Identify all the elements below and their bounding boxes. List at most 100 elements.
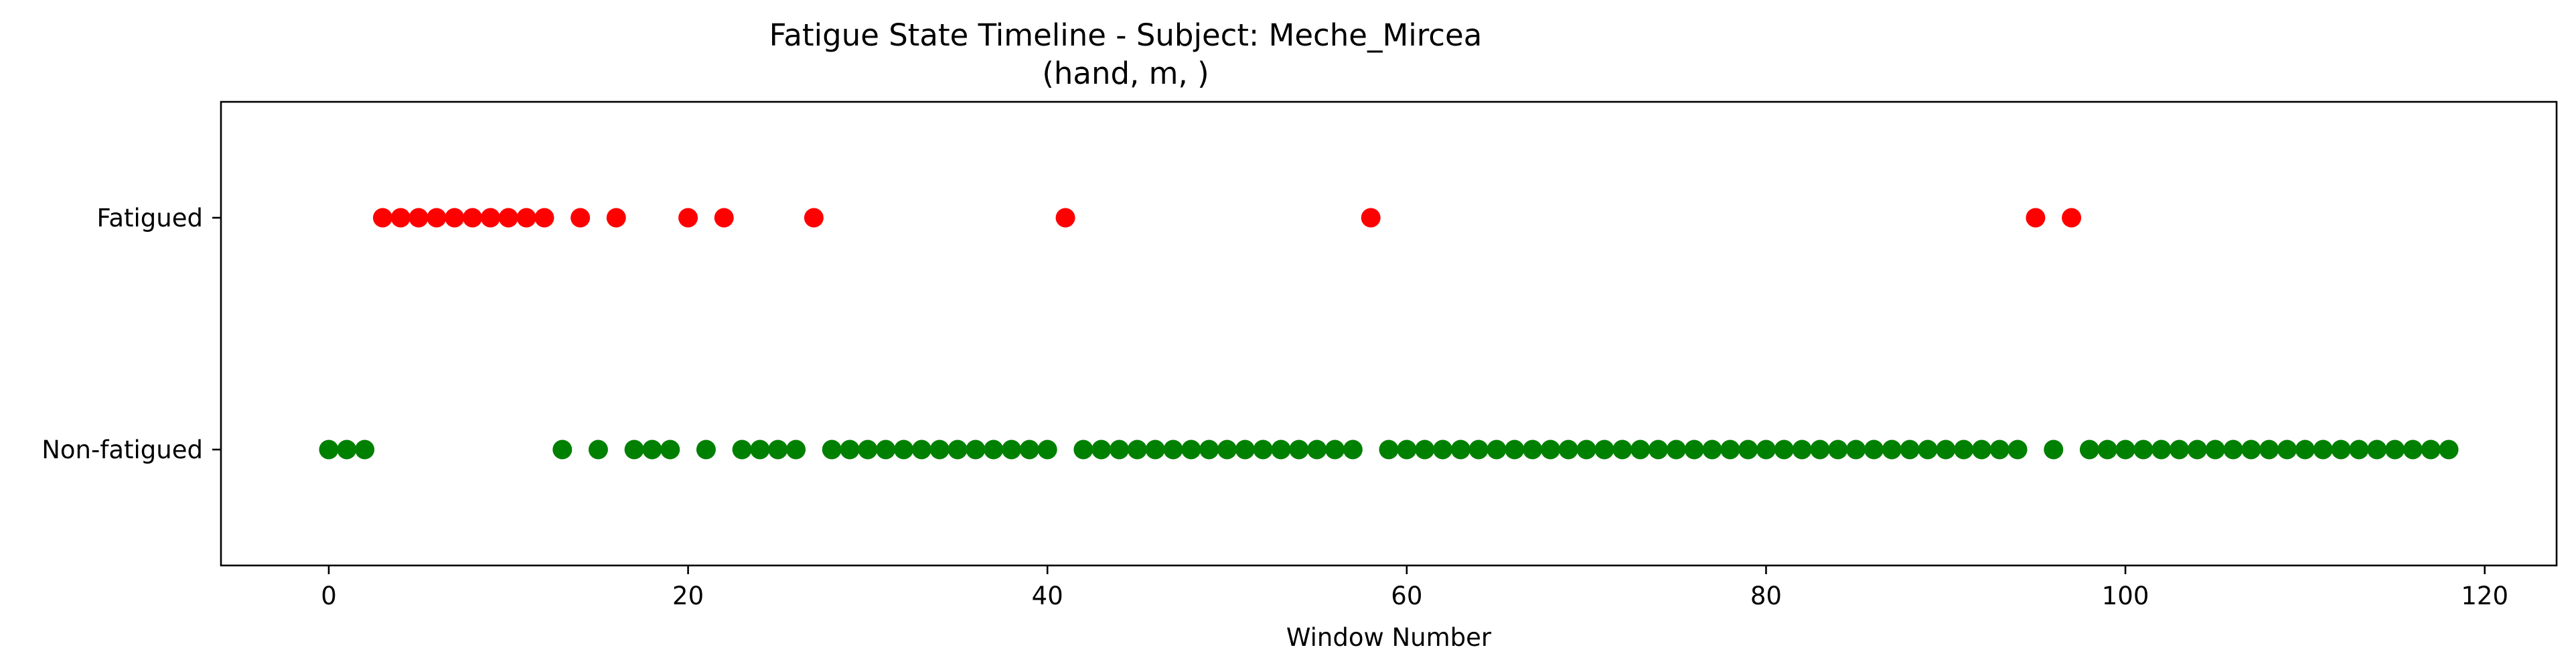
non-fatigued-point	[876, 440, 896, 460]
non-fatigued-point	[1648, 440, 1668, 460]
non-fatigued-point	[1576, 440, 1596, 460]
non-fatigued-point	[1145, 440, 1165, 460]
x-axis-ticks: 0 20 40 60 80 100 120	[321, 565, 2508, 610]
non-fatigued-point	[2385, 440, 2405, 460]
non-fatigued-point	[2044, 440, 2064, 460]
fatigued-point	[372, 208, 392, 228]
non-fatigued-point	[1720, 440, 1740, 460]
non-fatigued-point	[2331, 440, 2351, 460]
fatigued-point	[498, 208, 518, 228]
non-fatigued-point	[624, 440, 644, 460]
fatigued-point	[463, 208, 483, 228]
non-fatigued-point	[1181, 440, 1201, 460]
fatigued-point	[480, 208, 500, 228]
x-tick-label: 20	[672, 582, 704, 610]
non-fatigued-point	[1217, 440, 1237, 460]
fatigued-point	[678, 208, 698, 228]
non-fatigued-point	[1738, 440, 1758, 460]
non-fatigued-point	[929, 440, 950, 460]
non-fatigued-point	[1037, 440, 1057, 460]
non-fatigued-point	[1666, 440, 1686, 460]
non-fatigued-point	[2259, 440, 2279, 460]
non-fatigued-point	[1271, 440, 1291, 460]
non-fatigued-point	[858, 440, 878, 460]
non-fatigued-point	[1540, 440, 1560, 460]
non-fatigued-point	[2349, 440, 2369, 460]
non-fatigued-point	[1828, 440, 1848, 460]
non-fatigued-point	[1468, 440, 1489, 460]
non-fatigued-point	[2277, 440, 2297, 460]
chart-title: Fatigue State Timeline - Subject: Meche_…	[769, 17, 1483, 53]
non-fatigued-point	[1989, 440, 2010, 460]
non-fatigued-point	[1163, 440, 1183, 460]
non-fatigued-point	[2187, 440, 2207, 460]
non-fatigued-point	[319, 440, 339, 460]
non-fatigued-point	[1846, 440, 1866, 460]
non-fatigued-point	[2403, 440, 2423, 460]
non-fatigued-point	[1612, 440, 1633, 460]
non-fatigued-point	[2170, 440, 2190, 460]
non-fatigued-point	[2241, 440, 2261, 460]
non-fatigued-point	[642, 440, 662, 460]
non-fatigued-point	[1397, 440, 1417, 460]
non-fatigued-point	[1110, 440, 1130, 460]
non-fatigued-point	[1019, 440, 1039, 460]
non-fatigued-point	[1091, 440, 1112, 460]
non-fatigued-point	[1702, 440, 1722, 460]
non-fatigued-point	[1523, 440, 1543, 460]
x-tick-label: 80	[1750, 582, 1782, 610]
non-fatigued-point	[822, 440, 842, 460]
x-tick-label: 100	[2102, 582, 2149, 610]
non-fatigued-point	[696, 440, 716, 460]
non-fatigued-point	[1900, 440, 1920, 460]
non-fatigued-point	[2151, 440, 2172, 460]
non-fatigued-point	[1450, 440, 1470, 460]
x-tick-label: 120	[2461, 582, 2508, 610]
fatigued-point	[408, 208, 429, 228]
fatigued-point	[606, 208, 626, 228]
x-tick-label: 60	[1391, 582, 1422, 610]
non-fatigued-point	[732, 440, 752, 460]
non-fatigued-point	[1954, 440, 1974, 460]
non-fatigued-point	[966, 440, 986, 460]
non-fatigued-point	[1864, 440, 1884, 460]
non-fatigued-point	[1594, 440, 1614, 460]
x-tick-label: 0	[321, 582, 337, 610]
non-fatigued-point	[355, 440, 375, 460]
non-fatigued-point	[1936, 440, 1956, 460]
non-fatigued-point	[1289, 440, 1309, 460]
non-fatigued-point	[1325, 440, 1345, 460]
fatigued-point	[1361, 208, 1381, 228]
fatigued-point	[390, 208, 410, 228]
non-fatigued-point	[1971, 440, 1991, 460]
plot-frame	[220, 100, 2558, 567]
fatigued-point	[427, 208, 447, 228]
non-fatigued-point	[2313, 440, 2333, 460]
non-fatigued-point	[2133, 440, 2153, 460]
non-fatigued-point	[1684, 440, 1704, 460]
non-fatigued-point	[660, 440, 680, 460]
non-fatigued-point	[1774, 440, 1794, 460]
fatigued-point	[2062, 208, 2082, 228]
non-fatigued-point	[1253, 440, 1273, 460]
non-fatigued-point	[1343, 440, 1363, 460]
non-fatigued-point	[2439, 440, 2459, 460]
non-fatigued-point	[786, 440, 806, 460]
x-tick-label: 40	[1032, 582, 1063, 610]
non-fatigued-point	[1918, 440, 1938, 460]
non-fatigued-point	[2205, 440, 2225, 460]
fatigued-point	[714, 208, 734, 228]
non-fatigued-point	[588, 440, 608, 460]
chart-subtitle: (hand, m, )	[1042, 56, 1209, 91]
non-fatigued-point	[984, 440, 1004, 460]
y-tick-label: Non-fatigued	[42, 435, 203, 464]
non-fatigued-point	[948, 440, 968, 460]
fatigued-point	[2026, 208, 2046, 228]
non-fatigued-point	[2295, 440, 2315, 460]
non-fatigued-point	[2079, 440, 2099, 460]
non-fatigued-point	[1882, 440, 1902, 460]
non-fatigued-point	[1487, 440, 1507, 460]
non-fatigued-point	[894, 440, 914, 460]
